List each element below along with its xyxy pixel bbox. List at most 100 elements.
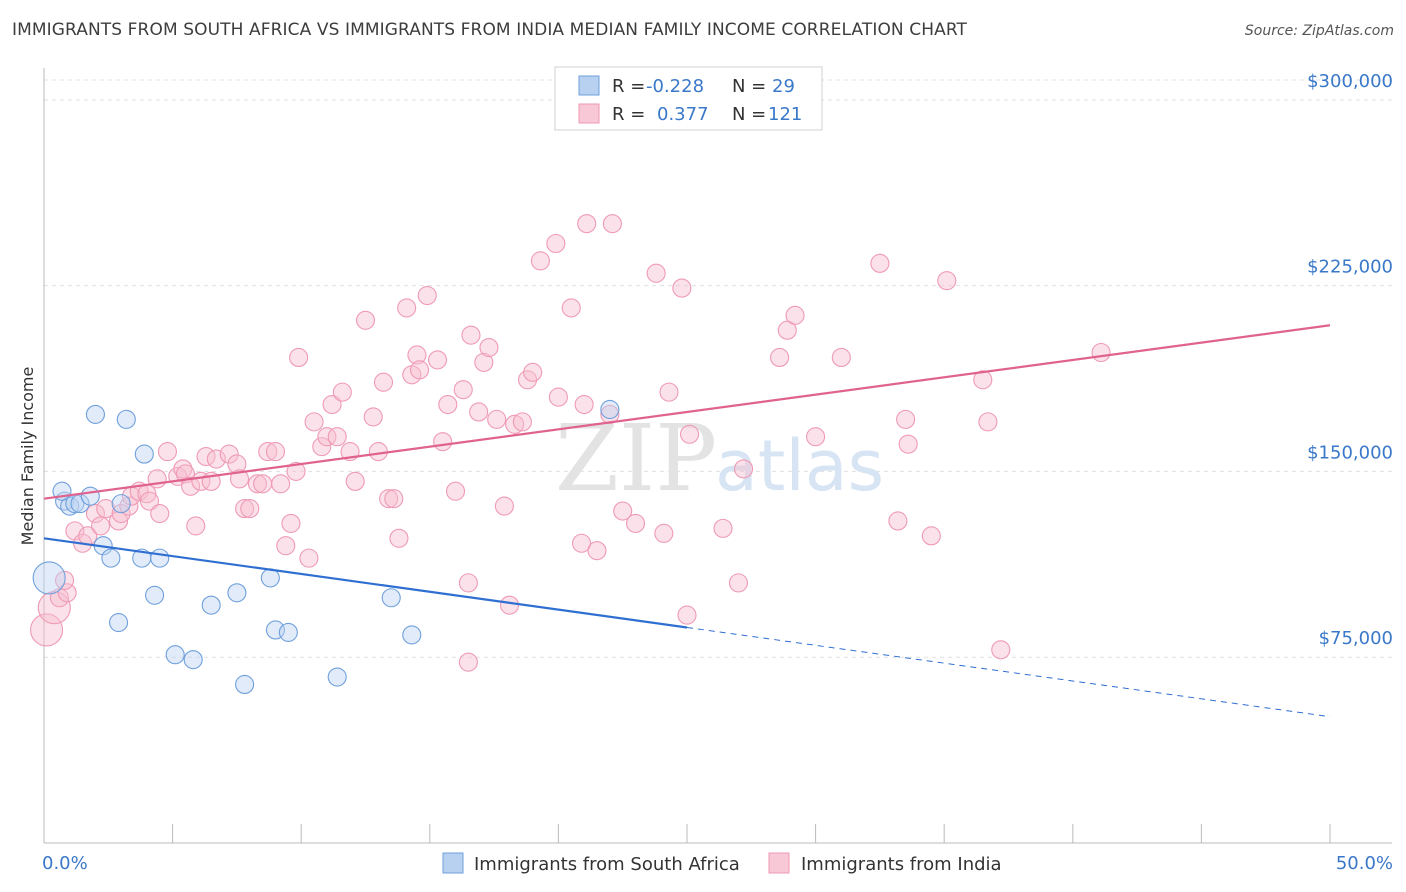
india-point [870, 253, 890, 273]
india-point [680, 424, 700, 444]
india-point [479, 337, 499, 358]
india-point [613, 501, 633, 521]
south-africa-point [235, 674, 255, 695]
south-africa-point [145, 585, 165, 605]
india-point [469, 402, 489, 422]
india-point [289, 347, 309, 368]
india-point [299, 548, 319, 568]
india-point [713, 518, 733, 538]
india-point [734, 459, 754, 479]
india-point [461, 325, 481, 345]
trend-lines [43, 324, 1331, 718]
india-point [831, 347, 851, 368]
india-point [384, 489, 404, 509]
india-point [379, 489, 399, 509]
india-point [247, 474, 268, 494]
india-point [173, 459, 193, 479]
x-tick-label-min: 0.0% [42, 853, 88, 874]
india-point [96, 499, 116, 519]
y-tick-label: $150,000 [1307, 442, 1393, 463]
india-point [186, 516, 206, 536]
india-point [150, 503, 170, 524]
stats-legend: R = -0.228 N = 29 R = 0.377 N = 121 [554, 66, 823, 131]
south-africa-trend-line [43, 537, 688, 629]
south-africa-point [165, 645, 185, 665]
series-legend-swatch-india [768, 852, 790, 874]
india-point [57, 583, 77, 603]
south-africa-point [381, 588, 401, 608]
india-point [991, 640, 1011, 660]
south-africa-trend-extension [686, 626, 1331, 718]
south-africa-point [32, 561, 66, 595]
india-point [433, 432, 453, 452]
y-axis-label: Median Family Income [18, 367, 37, 546]
india-point [219, 444, 239, 464]
south-africa-point [201, 595, 221, 615]
india-point [271, 474, 291, 494]
india-point [240, 499, 260, 519]
india-point [672, 278, 692, 298]
india-point [458, 652, 478, 672]
legend-n-value-india: 121 [768, 104, 802, 125]
india-point [785, 305, 805, 325]
india-point [523, 362, 543, 382]
india-point [206, 449, 226, 469]
india-point [458, 573, 478, 593]
india-point [304, 412, 324, 432]
south-africa-point [101, 548, 121, 568]
india-point [438, 394, 458, 415]
south-africa-point [116, 409, 136, 429]
india-point [445, 481, 466, 501]
india-point [373, 372, 394, 392]
india-point [806, 427, 826, 447]
india-point [546, 233, 566, 254]
india-point [111, 503, 131, 524]
legend-r-label-india: R = [612, 104, 645, 125]
india-point [770, 347, 790, 368]
india-point [322, 394, 342, 415]
india-point [453, 380, 473, 400]
india-point [409, 360, 430, 380]
india-trend-line [43, 324, 1331, 500]
india-point [654, 523, 674, 543]
series-legend: Immigrants from South Africa Immigrants … [442, 852, 1002, 875]
legend-swatch-south-africa [578, 75, 600, 96]
india-point [345, 471, 365, 491]
india-point [921, 526, 941, 546]
india-point [512, 412, 532, 432]
india-point [646, 263, 666, 283]
south-africa-point [278, 622, 298, 642]
india-point [574, 394, 594, 415]
y-tick-label: $300,000 [1307, 71, 1393, 92]
india-point [258, 442, 278, 462]
india-point [577, 214, 597, 234]
india-point [91, 516, 111, 536]
india-point [85, 503, 105, 524]
south-africa-point [183, 650, 203, 670]
india-point [332, 382, 352, 402]
series-legend-label-south-africa: Immigrants from South Africa [474, 854, 740, 875]
india-point [561, 298, 581, 318]
india-point [978, 412, 998, 432]
india-point [157, 442, 178, 462]
source-credit: Source: ZipAtlas.com [1244, 23, 1394, 39]
legend-n-value-sa: 29 [772, 76, 795, 97]
watermark-atlas: atlas [715, 425, 884, 507]
india-point [973, 370, 993, 390]
india-point [327, 427, 347, 447]
series-south-africa-points [32, 399, 620, 695]
y-tick-labels: $75,000 $150,000 $225,000 $300,000 [1307, 71, 1393, 649]
south-africa-point [150, 548, 170, 568]
south-africa-point [85, 404, 105, 424]
india-point [229, 469, 250, 489]
india-point [265, 442, 286, 462]
india-point [602, 214, 622, 234]
india-point [355, 310, 376, 330]
india-point [235, 499, 255, 519]
india-point [728, 573, 748, 593]
south-africa-point [327, 667, 347, 687]
india-point [181, 476, 201, 496]
india-point [286, 461, 306, 481]
series-legend-swatch-south-africa [442, 852, 464, 874]
